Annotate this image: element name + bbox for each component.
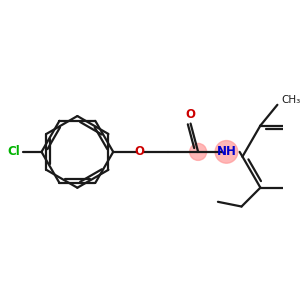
Circle shape xyxy=(215,141,238,163)
Text: O: O xyxy=(135,146,145,158)
Text: O: O xyxy=(186,108,196,121)
Text: Cl: Cl xyxy=(7,146,20,158)
Circle shape xyxy=(190,143,207,161)
Text: NH: NH xyxy=(217,146,236,158)
Text: CH₃: CH₃ xyxy=(281,95,300,105)
